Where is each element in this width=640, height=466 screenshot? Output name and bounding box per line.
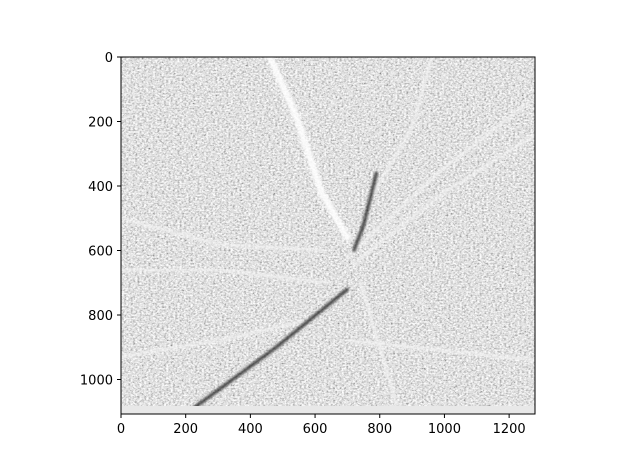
- y-tick-label: 200: [88, 115, 113, 130]
- streak-right-upper-streak: [352, 132, 535, 265]
- x-tick-label: 600: [303, 422, 328, 437]
- x-tick-label: 400: [238, 422, 263, 437]
- y-tick-label: 0: [105, 51, 113, 66]
- streak-left-lower-streak: [121, 319, 304, 359]
- plot-frame: [120, 56, 536, 415]
- image-bottom-band: [121, 406, 535, 414]
- x-axis: 0 200 400 600 800 1000 1200: [117, 414, 526, 437]
- y-tick-label: 600: [88, 244, 113, 259]
- streak-right-upper-streak-2: [345, 100, 530, 259]
- streak-dark-central-streak: [352, 171, 378, 252]
- x-tick-label: 1200: [493, 422, 526, 437]
- streak-bottom-right-streak: [358, 281, 401, 414]
- image-streaks: [121, 57, 535, 414]
- y-tick-label: 400: [88, 180, 113, 195]
- x-tick-label: 800: [367, 422, 392, 437]
- y-axis: 0 200 400 600 800 1000: [80, 51, 121, 388]
- streak-main-bright-streak: [266, 57, 351, 242]
- streak-left-mid-streak: [121, 268, 330, 285]
- streak-top-right-streak: [371, 57, 433, 194]
- x-tick-label: 1000: [428, 422, 461, 437]
- heatmap-image: [121, 57, 535, 414]
- x-tick-label: 200: [173, 422, 198, 437]
- streak-left-upper-streak: [121, 216, 323, 252]
- x-tick-label: 0: [117, 422, 125, 437]
- streak-bottom-left-dark-streak: [184, 287, 349, 414]
- y-tick-label: 800: [88, 309, 113, 324]
- y-tick-label: 1000: [80, 373, 113, 388]
